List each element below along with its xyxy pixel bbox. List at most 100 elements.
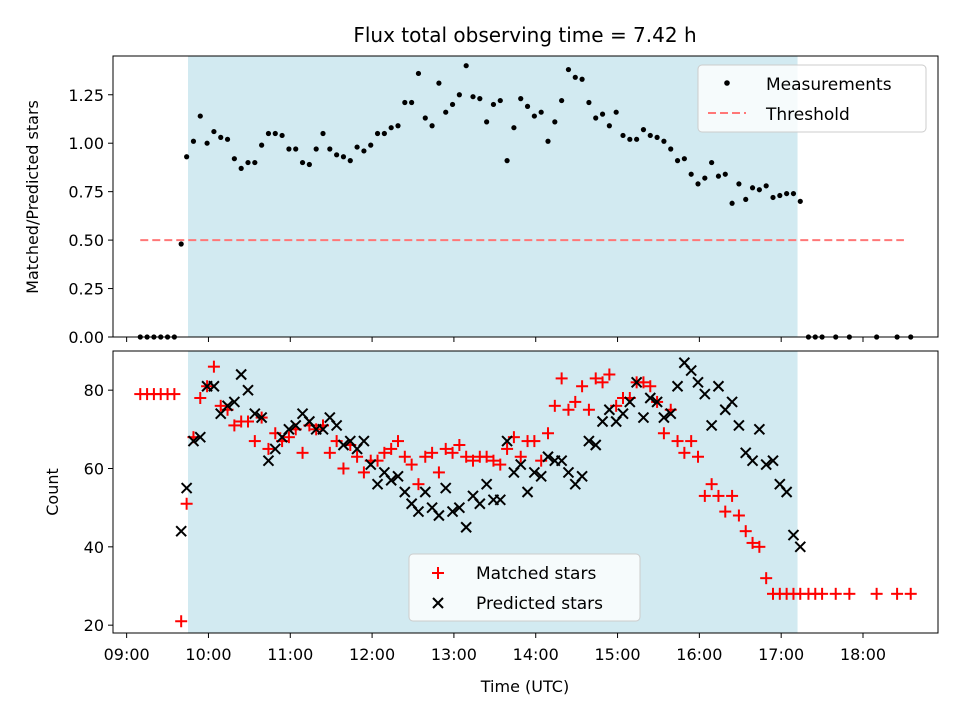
measurement-point [572,74,578,80]
measurement-point [470,94,476,100]
measurement-point [749,185,756,191]
predicted-star-point [651,396,663,408]
measurement-point [736,181,742,187]
predicted-star-point [542,451,554,463]
matched-star-point [829,587,842,600]
measurement-point [668,146,674,152]
matched-star-point [698,489,711,502]
measurement-point [511,125,517,131]
measurement-point [634,136,640,142]
predicted-star-point [194,431,206,443]
matched-star-point [194,392,207,404]
measurement-point [545,138,551,144]
measurement-point [190,138,197,144]
matched-star-point [528,435,541,448]
measurement-point [402,99,408,106]
measurement-point [518,96,524,102]
measurement-point [695,181,701,187]
measurement-point [224,136,231,142]
measurement-point [340,154,347,160]
bottom-x-tick-label: 10:00 [185,645,231,664]
bottom-x-tick-label: 14:00 [513,645,559,664]
legend-matched-label: Matched stars [476,564,596,584]
matched-star-point [296,446,309,459]
matched-star-point [175,615,188,628]
matched-star-point [576,380,589,393]
measurement-point [531,113,537,119]
measurement-point [422,115,428,121]
measurement-point [334,152,340,158]
predicted-star-point [617,407,629,420]
top-chart-title: Flux total observing time = 7.42 h [353,23,696,47]
matched-star-point [843,587,856,600]
measurement-point [293,146,299,152]
matched-star-point [692,450,704,463]
legend-measurements-label: Measurements [766,75,892,95]
measurement-point [790,190,797,197]
predicted-star-point [283,423,295,436]
matched-star-point [603,368,616,381]
measurement-point [415,70,422,77]
matched-star-point [816,587,829,600]
predicted-star-point [249,407,261,420]
top-axes-frame [112,55,939,338]
measurement-point [681,156,687,162]
bottom-x-tick-label: 16:00 [676,645,722,664]
measurement-point [722,171,728,177]
matched-star-point [753,540,766,553]
predicted-star-point [665,407,677,420]
matched-star-point [446,446,459,459]
measurement-point [565,66,572,73]
bottom-y-tick-label: 20 [84,616,104,635]
measurement-point [763,183,769,189]
measurement-point [449,101,456,108]
measurement-point [238,165,244,171]
predicted-star-point [521,486,534,498]
measurement-point [484,119,490,125]
measurement-point [490,101,497,108]
matched-star-point [739,525,752,538]
matched-star-point [637,376,650,389]
matched-star-point [207,360,220,373]
predicted-star-point [392,470,404,483]
predicted-star-point [187,435,200,447]
predicted-star-point [446,505,459,518]
measurement-point [184,154,190,160]
matched-star-point [405,458,418,471]
matched-star-point [453,439,466,451]
measurement-point [347,158,353,164]
top-y-tick-label: 1.00 [68,134,104,153]
predicted-star-point [433,509,445,522]
measurement-point [497,97,503,104]
matched-star-point [582,403,595,416]
top-legend-box [697,64,927,133]
matched-star-point [168,388,181,401]
matched-star-point [542,427,554,440]
matched-star-point [214,399,227,412]
measurement-point [178,241,184,247]
bottom-marks [134,357,917,628]
predicted-star-point [262,454,275,467]
matched-star-point [644,380,657,393]
measurement-point [443,109,449,115]
measurement-point [606,123,612,129]
predicted-star-point [767,454,779,467]
matched-star-point [282,431,295,444]
bottom-y-tick-label: 60 [84,460,104,479]
top-x-ticks [126,337,864,342]
measurement-point [197,113,203,119]
predicted-star-point [746,454,759,467]
matched-star-point [712,489,725,502]
predicted-star-point [780,486,793,498]
predicted-star-point [733,419,745,432]
measurement-point [245,159,251,166]
measurement-point [259,142,265,148]
bottom-y-tick-label: 80 [84,381,104,400]
matched-star-point [351,450,364,463]
measurement-point [756,187,762,193]
legend-predicted-marker [432,597,444,609]
measurement-point [579,76,585,82]
measurement-point [265,130,272,137]
predicted-star-point [760,458,772,471]
